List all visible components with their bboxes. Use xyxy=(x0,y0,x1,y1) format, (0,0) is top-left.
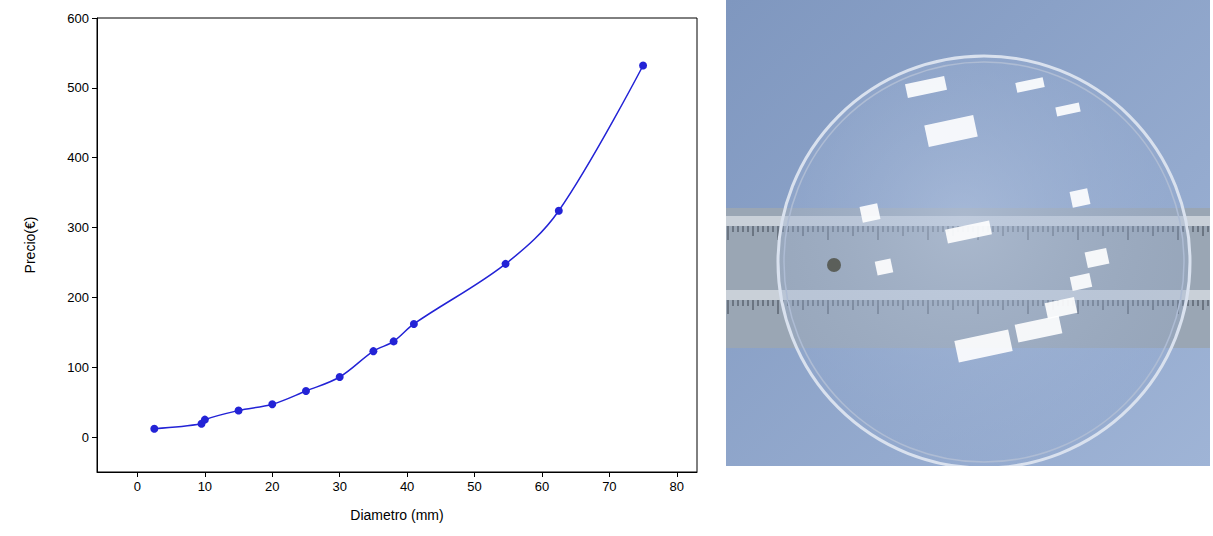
svg-text:600: 600 xyxy=(67,11,89,26)
svg-text:400: 400 xyxy=(67,150,89,165)
svg-text:60: 60 xyxy=(535,479,549,494)
svg-text:0: 0 xyxy=(82,430,89,445)
svg-text:30: 30 xyxy=(332,479,346,494)
svg-text:40: 40 xyxy=(400,479,414,494)
svg-text:300: 300 xyxy=(67,220,89,235)
svg-text:100: 100 xyxy=(67,360,89,375)
svg-text:0: 0 xyxy=(134,479,141,494)
svg-text:Precio(€): Precio(€) xyxy=(22,217,38,274)
svg-text:50: 50 xyxy=(467,479,481,494)
svg-text:Diametro (mm): Diametro (mm) xyxy=(350,507,443,523)
svg-text:500: 500 xyxy=(67,80,89,95)
svg-text:80: 80 xyxy=(670,479,684,494)
svg-text:20: 20 xyxy=(265,479,279,494)
svg-text:10: 10 xyxy=(198,479,212,494)
svg-text:70: 70 xyxy=(602,479,616,494)
svg-text:200: 200 xyxy=(67,290,89,305)
